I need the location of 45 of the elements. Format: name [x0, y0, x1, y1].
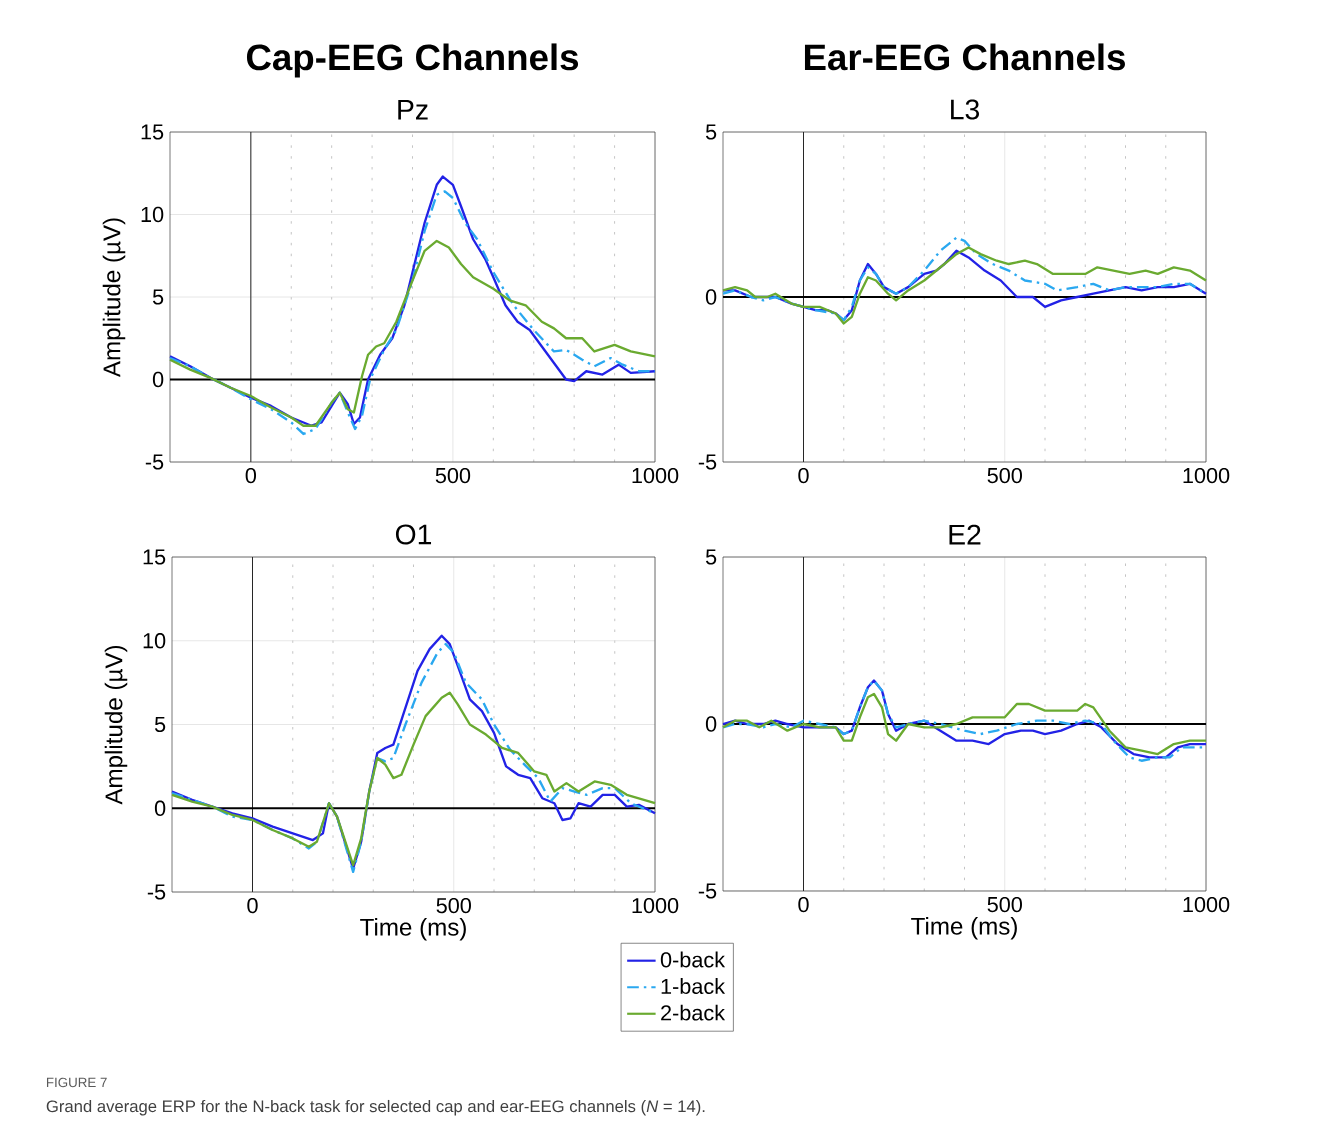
- y-tick-label: -5: [147, 884, 166, 900]
- y-tick-label: 5: [152, 289, 164, 305]
- x-tick-label: 1000: [1183, 467, 1230, 484]
- y-tick-label: 0: [705, 289, 717, 305]
- x-tick-label: 1000: [632, 467, 679, 484]
- line-series: [168, 239, 657, 427]
- y-tick-label: 5: [705, 549, 717, 565]
- x-tick-label: 0: [247, 897, 258, 914]
- x-tick-label: 500: [987, 467, 1022, 484]
- x-axis-title: Time (ms): [360, 918, 466, 941]
- y-tick-label: 5: [154, 716, 166, 733]
- text: Grand average ERP for the N-back task for selected cap and ear-EEG channels (N = 14).: [46, 1099, 705, 1116]
- x-axis-title: Time (ms): [911, 917, 1017, 940]
- x-tick-label: 1000: [632, 897, 679, 914]
- x-tick-label: 1000: [1183, 896, 1230, 913]
- y-tick-label: 0: [154, 800, 166, 816]
- y-axis-title: Amplitude (µV): [102, 218, 126, 378]
- y-tick-label: -5: [145, 454, 164, 470]
- y-tick-label: 10: [141, 206, 164, 223]
- line-series: [170, 691, 657, 867]
- x-tick-label: 500: [436, 897, 471, 914]
- x-tick-label: 500: [435, 467, 471, 484]
- y-tick-label: -5: [698, 454, 717, 470]
- y-tick-label: 10: [143, 633, 166, 649]
- x-tick-label: 0: [798, 896, 809, 913]
- y-tick-label: -5: [698, 883, 717, 899]
- x-tick-label: 500: [987, 896, 1022, 913]
- legend-label: 1-back: [661, 978, 726, 995]
- legend-label: 2-back: [661, 1004, 726, 1021]
- chart-subtitle: L3: [951, 99, 980, 120]
- caption: FIGURE 7: [46, 1077, 107, 1088]
- y-tick-label: 0: [705, 716, 717, 732]
- chart-subtitle: E2: [949, 524, 981, 545]
- y-tick-label: 15: [143, 549, 166, 565]
- x-tick-label: 0: [798, 467, 809, 484]
- y-axis-title: Amplitude (µV): [104, 645, 128, 805]
- chart-title: Cap-EEG Channels: [246, 43, 579, 78]
- y-tick-label: 15: [141, 124, 164, 140]
- y-tick-label: 0: [152, 371, 164, 388]
- chart-subtitle: Pz: [398, 99, 428, 120]
- chart-title: Ear-EEG Channels: [804, 43, 1125, 71]
- legend-label: 0-back: [660, 951, 726, 968]
- x-tick-label: 0: [245, 467, 257, 484]
- y-tick-label: 5: [705, 124, 717, 140]
- chart-subtitle: O1: [395, 524, 432, 545]
